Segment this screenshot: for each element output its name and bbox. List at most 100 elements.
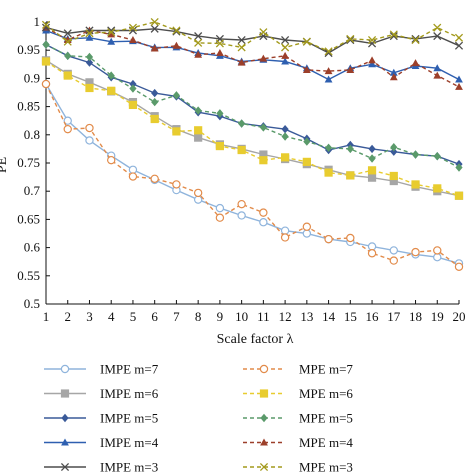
x-marker-stroke <box>194 38 203 47</box>
data-point-mpe-m-4 <box>129 36 137 44</box>
data-point-mpe-m-4 <box>368 56 376 64</box>
data-point-impe-m-7 <box>389 246 398 255</box>
y-tick-label: 0.55 <box>17 268 40 283</box>
data-point-mpe-m-6 <box>281 153 290 162</box>
data-point-impe-m-4 <box>85 33 94 41</box>
x-marker-stroke <box>281 35 290 45</box>
data-point-impe-m-3 <box>63 29 72 38</box>
data-point-mpe-m-7 <box>324 234 333 244</box>
x-marker-stroke <box>302 37 311 46</box>
data-point-impe-m-7 <box>215 203 225 213</box>
data-point-impe-m-7 <box>63 116 72 125</box>
data-point-mpe-m-3 <box>41 20 51 29</box>
x-marker-stroke <box>411 35 420 45</box>
data-point-mpe-m-3 <box>128 23 138 32</box>
x-marker-stroke <box>281 43 290 52</box>
legend-swatch-marker <box>60 462 70 472</box>
data-point-impe-m-3 <box>194 32 203 41</box>
legend-swatch-marker <box>60 364 70 374</box>
x-marker-stroke <box>389 32 398 41</box>
legend-swatch-marker <box>260 413 268 423</box>
series-mpe-m-6 <box>41 57 464 200</box>
data-point-impe-m-5 <box>129 79 137 89</box>
data-point-mpe-m-4 <box>281 51 290 59</box>
data-point-impe-m-4 <box>107 37 116 45</box>
series-line-mpe-m-5 <box>45 43 460 169</box>
data-point-mpe-m-7 <box>346 233 355 243</box>
data-point-mpe-m-7 <box>237 199 246 209</box>
x-marker-stroke <box>63 37 72 46</box>
x-marker-stroke <box>215 39 224 48</box>
series-line-mpe-m-3 <box>45 21 460 53</box>
data-point-impe-m-4 <box>455 75 463 83</box>
data-point-mpe-m-4 <box>150 44 159 52</box>
data-point-impe-m-7 <box>302 229 312 238</box>
data-point-mpe-m-6 <box>215 141 224 151</box>
data-point-mpe-m-5 <box>64 51 72 61</box>
legend-item-mpe-m-4: MPE m=4 <box>243 435 353 450</box>
data-point-impe-m-7 <box>237 211 246 220</box>
data-point-mpe-m-3 <box>107 28 116 37</box>
x-marker-stroke <box>454 33 464 42</box>
legend-label: IMPE m=4 <box>100 435 159 450</box>
data-point-impe-m-4 <box>389 68 398 76</box>
legend-item-impe-m-5: IMPE m=5 <box>44 411 158 426</box>
legend-item-impe-m-6: IMPE m=6 <box>44 386 159 401</box>
legend-label: IMPE m=6 <box>100 386 159 401</box>
x-tick-label: 6 <box>151 309 158 324</box>
data-point-mpe-m-3 <box>454 33 464 42</box>
series-mpe-m-7 <box>41 79 464 271</box>
data-point-mpe-m-3 <box>367 35 377 45</box>
x-marker-stroke <box>259 462 269 472</box>
data-point-mpe-m-3 <box>389 30 398 39</box>
data-point-mpe-m-5 <box>303 137 311 146</box>
x-marker-stroke <box>346 34 355 43</box>
data-point-mpe-m-6 <box>346 171 355 180</box>
data-point-impe-m-3 <box>454 41 464 50</box>
x-marker-stroke <box>85 29 94 38</box>
y-axis-title: PE <box>0 157 10 173</box>
x-tick-label: 19 <box>431 309 444 324</box>
x-tick-label: 3 <box>86 309 93 324</box>
y-tick-label: 0.65 <box>17 211 40 226</box>
x-tick-label: 4 <box>108 309 115 324</box>
legend-item-impe-m-4: IMPE m=4 <box>44 435 159 450</box>
series-impe-m-7 <box>41 79 464 268</box>
data-point-mpe-m-3 <box>324 47 333 56</box>
data-point-mpe-m-7 <box>172 180 181 189</box>
legend-label: MPE m=6 <box>299 386 353 401</box>
data-point-mpe-m-4 <box>433 71 442 79</box>
x-tick-label: 1 <box>43 309 50 324</box>
data-point-mpe-m-4 <box>194 50 203 58</box>
data-point-mpe-m-3 <box>63 37 72 46</box>
data-point-mpe-m-5 <box>151 97 159 107</box>
y-tick-label: 1 <box>34 14 41 29</box>
data-point-impe-m-5 <box>85 58 94 67</box>
data-point-impe-m-7 <box>85 136 94 145</box>
data-point-impe-m-6 <box>194 133 203 142</box>
y-tick-label: 0.5 <box>24 296 40 311</box>
legend-item-mpe-m-5: MPE m=5 <box>243 411 353 426</box>
legend-swatch-marker <box>259 389 269 398</box>
legend-swatch-marker <box>61 438 69 446</box>
data-point-mpe-m-3 <box>215 39 224 48</box>
data-point-mpe-m-4 <box>237 58 246 66</box>
x-tick-label: 9 <box>217 309 224 324</box>
x-tick-label: 2 <box>64 309 71 324</box>
data-point-impe-m-3 <box>411 34 420 43</box>
data-point-mpe-m-4 <box>411 59 420 67</box>
data-point-impe-m-3 <box>367 39 377 48</box>
data-point-mpe-m-3 <box>237 43 246 52</box>
data-point-mpe-m-7 <box>433 246 442 255</box>
x-tick-label: 14 <box>322 309 336 324</box>
data-point-impe-m-3 <box>433 32 442 41</box>
legend-label: MPE m=7 <box>299 362 353 377</box>
data-point-impe-m-3 <box>346 35 355 45</box>
data-point-mpe-m-7 <box>302 222 312 231</box>
data-point-mpe-m-7 <box>280 233 290 242</box>
x-tick-label: 12 <box>279 309 292 324</box>
data-point-impe-m-3 <box>389 32 398 41</box>
data-point-mpe-m-6 <box>150 114 159 124</box>
x-marker-stroke <box>346 35 355 45</box>
